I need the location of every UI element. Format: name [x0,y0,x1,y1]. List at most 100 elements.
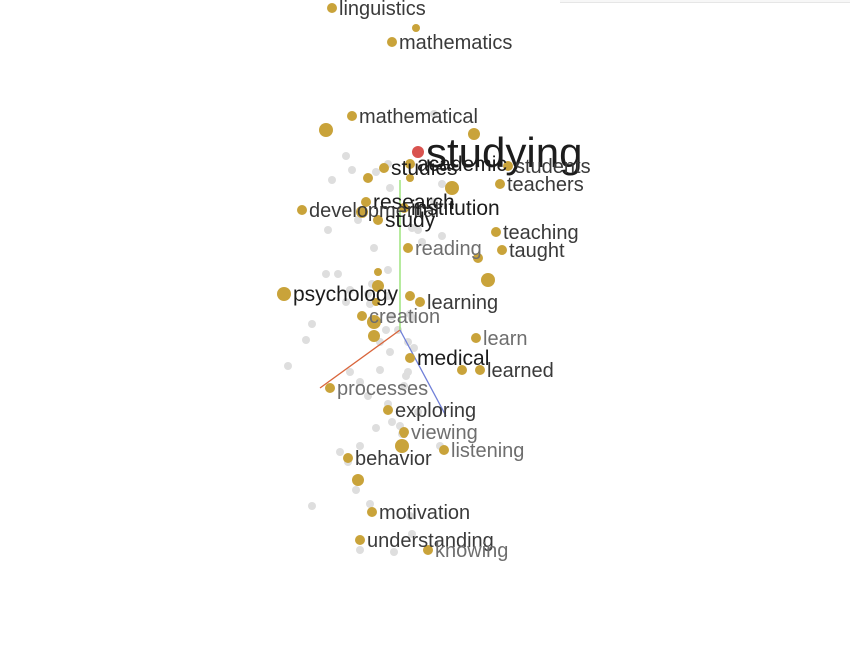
background-point[interactable] [354,216,362,224]
label-study: study [385,209,436,232]
background-point[interactable] [406,512,414,520]
point-academic[interactable] [405,159,415,169]
neighbor-point[interactable] [368,330,380,342]
point-learning[interactable] [415,297,425,307]
background-point[interactable] [438,180,446,188]
point-teachers[interactable] [495,179,505,189]
point-creation[interactable] [357,311,367,321]
background-point[interactable] [384,292,392,300]
background-point[interactable] [418,238,426,246]
point-reading[interactable] [403,243,413,253]
background-point[interactable] [346,368,354,376]
point-studying[interactable] [412,146,424,158]
background-point[interactable] [372,168,380,176]
neighbor-point[interactable] [356,206,368,218]
background-point[interactable] [356,378,364,386]
background-point[interactable] [400,382,408,390]
background-point[interactable] [430,198,438,206]
neighbor-point[interactable] [406,174,414,182]
label-institution: institution [411,197,500,220]
neighbor-point[interactable] [374,268,382,276]
point-students[interactable] [503,161,513,171]
point-learned[interactable] [475,365,485,375]
point-linguistics[interactable] [327,3,337,13]
point-mathematics[interactable] [387,37,397,47]
background-point[interactable] [430,110,438,118]
background-point[interactable] [342,298,350,306]
background-point[interactable] [384,266,392,274]
neighbor-point[interactable] [457,365,467,375]
point-institution[interactable] [399,203,409,213]
background-point[interactable] [386,348,394,356]
background-point[interactable] [346,286,354,294]
neighbor-point[interactable] [412,24,420,32]
point-knowing[interactable] [423,545,433,555]
background-point[interactable] [348,166,356,174]
background-point[interactable] [408,530,416,538]
point-developmental[interactable] [297,205,307,215]
neighbor-point[interactable] [481,273,495,287]
background-point[interactable] [324,226,332,234]
background-point[interactable] [328,176,336,184]
background-point[interactable] [364,392,372,400]
neighbor-point[interactable] [367,315,381,329]
point-understanding[interactable] [355,535,365,545]
point-processes[interactable] [325,383,335,393]
point-research[interactable] [361,197,371,207]
background-point[interactable] [356,546,364,554]
label-listening: listening [451,440,524,462]
neighbor-point[interactable] [372,280,384,292]
point-motivation[interactable] [367,507,377,517]
background-point[interactable] [364,290,372,298]
background-point[interactable] [308,502,316,510]
background-point[interactable] [284,362,292,370]
background-point[interactable] [410,344,418,352]
point-learn[interactable] [471,333,481,343]
neighbor-point[interactable] [372,298,380,306]
neighbor-point[interactable] [395,439,409,453]
background-point[interactable] [322,270,330,278]
point-exploring[interactable] [383,405,393,415]
background-point[interactable] [414,226,422,234]
point-taught[interactable] [497,245,507,255]
point-listening[interactable] [439,445,449,455]
background-point[interactable] [382,326,390,334]
neighbor-point[interactable] [445,181,459,195]
neighbor-point[interactable] [352,474,364,486]
point-medical[interactable] [405,353,415,363]
background-point[interactable] [342,152,350,160]
background-point[interactable] [388,312,396,320]
neighbor-point[interactable] [468,128,480,140]
background-point[interactable] [366,500,374,508]
neighbor-point[interactable] [473,253,483,263]
background-point[interactable] [356,442,364,450]
point-behavior[interactable] [343,453,353,463]
background-point[interactable] [308,320,316,328]
background-point[interactable] [390,548,398,556]
point-studies[interactable] [379,163,389,173]
background-point[interactable] [352,486,360,494]
background-point[interactable] [336,448,344,456]
top-panel-edge [560,0,850,3]
background-point[interactable] [414,408,422,416]
background-point[interactable] [386,184,394,192]
point-study[interactable] [373,215,383,225]
neighbor-point[interactable] [363,173,373,183]
background-point[interactable] [334,270,342,278]
neighbor-point[interactable] [319,123,333,137]
point-viewing[interactable] [399,427,409,437]
neighbor-point[interactable] [405,291,415,301]
background-point[interactable] [388,418,396,426]
background-point[interactable] [372,424,380,432]
point-teaching[interactable] [491,227,501,237]
point-psychology[interactable] [277,287,291,301]
background-point[interactable] [302,336,310,344]
background-point[interactable] [408,314,416,322]
background-point[interactable] [402,372,410,380]
background-point[interactable] [438,232,446,240]
point-mathematical[interactable] [347,111,357,121]
background-point[interactable] [376,366,384,374]
background-point[interactable] [370,244,378,252]
